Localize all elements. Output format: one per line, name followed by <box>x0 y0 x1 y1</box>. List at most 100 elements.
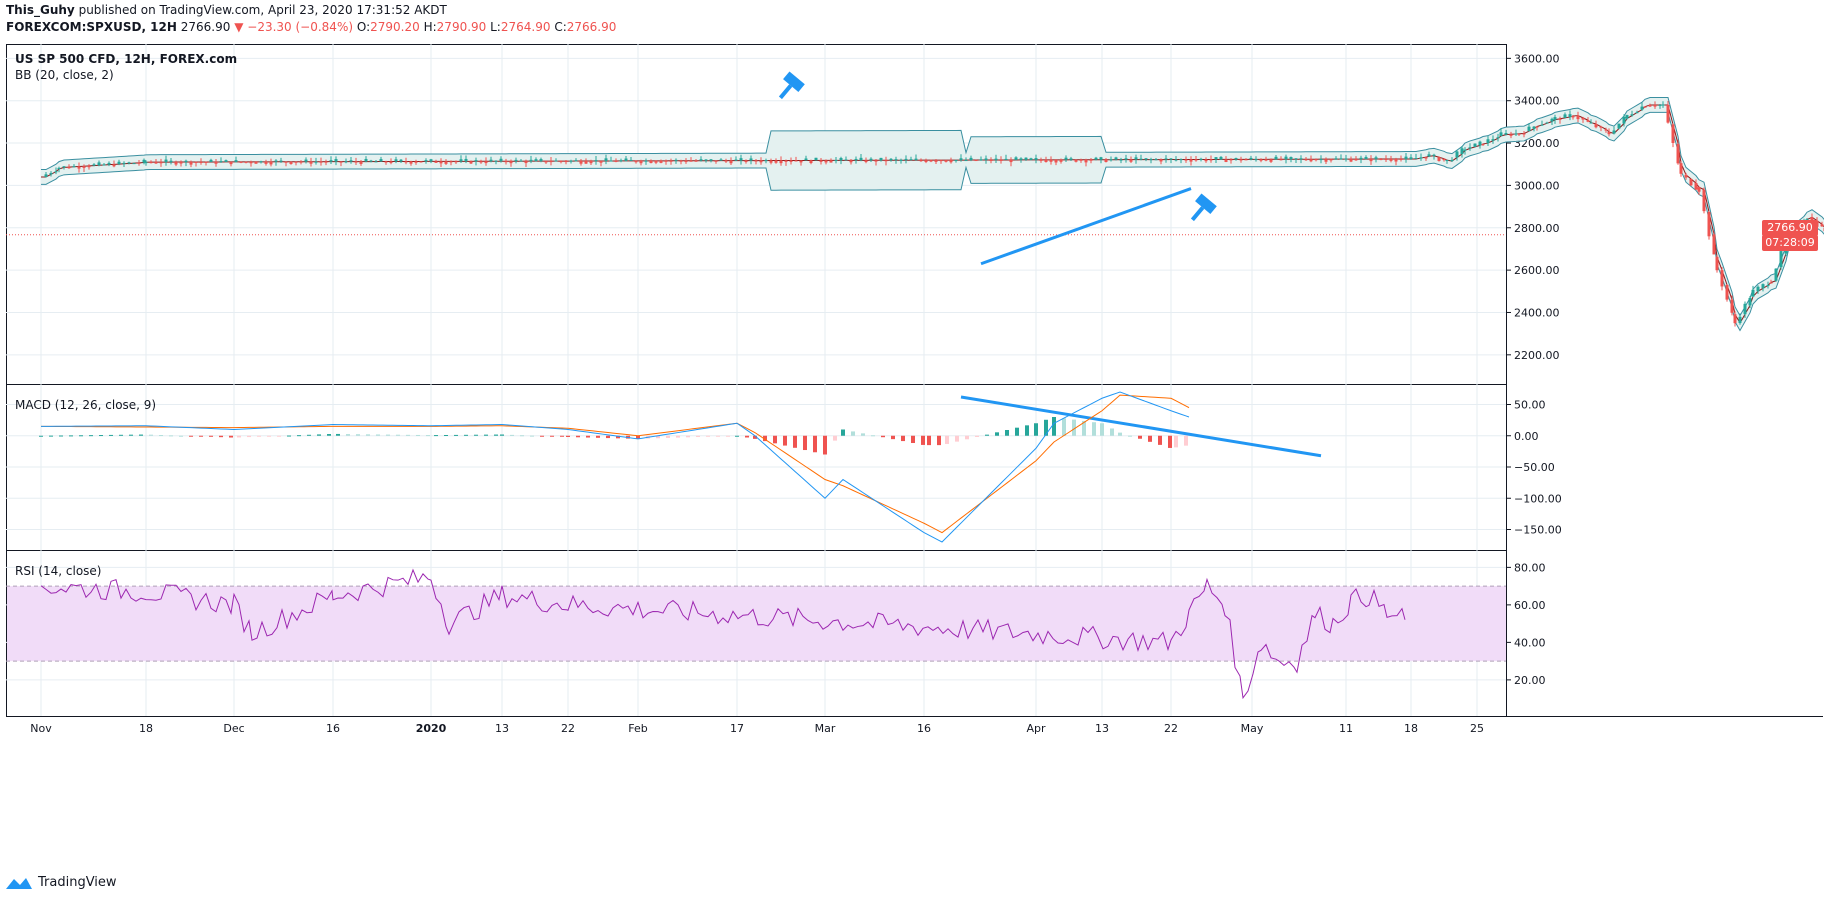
candle-body <box>1244 159 1248 161</box>
open-value: 2790.20 <box>370 20 420 34</box>
macd-histogram-bar <box>247 435 251 438</box>
bb-indicator-label[interactable]: BB (20, close, 2) <box>15 68 114 82</box>
candle-body <box>49 173 53 175</box>
macd-histogram-bar <box>871 435 875 437</box>
candle-body <box>1014 157 1018 160</box>
candle-body <box>344 161 348 163</box>
macd-histogram-bar <box>199 435 203 437</box>
candle-body <box>949 160 953 163</box>
low-label: L: <box>490 20 501 34</box>
candle-body <box>1563 114 1567 118</box>
macd-histogram-bar <box>1062 418 1066 436</box>
macd-histogram-bar <box>666 435 670 438</box>
candle-body <box>699 159 703 161</box>
candle-body <box>62 166 66 168</box>
macd-histogram-bar <box>965 435 969 440</box>
macd-histogram-bar <box>911 435 915 444</box>
macd-histogram-bar <box>1015 427 1019 436</box>
candle-body <box>519 160 523 162</box>
macd-histogram-bar <box>813 435 817 453</box>
macd-histogram-bar <box>735 435 739 437</box>
candle-body <box>259 161 263 163</box>
candle-body <box>1109 159 1113 161</box>
macd-histogram-bar <box>356 434 360 436</box>
candle-body <box>369 160 373 162</box>
macd-histogram-bar <box>586 435 590 438</box>
candle-body <box>1689 178 1693 186</box>
candle-body <box>484 161 488 164</box>
hammer-icon <box>778 71 805 100</box>
candle-body <box>584 161 588 164</box>
macd-histogram-bar <box>376 434 380 436</box>
candle-body <box>1607 131 1611 135</box>
candle-body <box>969 157 973 161</box>
macd-histogram-bar <box>1128 435 1132 437</box>
footer-brand[interactable]: TradingView <box>6 872 117 892</box>
macd-histogram-bar <box>474 434 478 436</box>
candle-body <box>404 161 408 163</box>
candle-body <box>414 161 418 163</box>
candle-body <box>1432 154 1436 156</box>
candle-body <box>1099 157 1103 160</box>
candle-body <box>137 162 141 164</box>
macd-histogram-bar <box>726 435 730 437</box>
candle-body <box>1648 104 1652 107</box>
candle-body <box>474 160 478 162</box>
bb-upper-band <box>41 97 1824 317</box>
rsi-indicator-label[interactable]: RSI (14, close) <box>15 564 102 578</box>
macd-histogram-bar <box>1184 435 1188 446</box>
candle-body <box>589 161 593 164</box>
candle-body <box>54 171 58 173</box>
macd-histogram-bar <box>336 433 340 436</box>
macd-histogram-bar <box>500 434 504 436</box>
candle-body <box>1810 217 1814 221</box>
macd-indicator-label[interactable]: MACD (12, 26, close, 9) <box>15 398 157 412</box>
candle-body <box>204 161 208 163</box>
macd-histogram-bar <box>696 435 700 437</box>
chart-area[interactable]: 3600.00 3400.00 3200.00 3000.00 2800.00 2600.… <box>6 44 1824 854</box>
macd-histogram-bar <box>484 434 488 436</box>
macd-signal-line <box>40 394 1190 534</box>
author-name[interactable]: This_Guhy <box>6 3 75 17</box>
candle-body <box>1419 157 1423 159</box>
candle-body <box>1414 158 1418 160</box>
macd-ytick-label: −50.00 <box>1514 461 1555 474</box>
candle-body <box>199 161 203 163</box>
x-tick-label: 11 <box>1339 722 1353 735</box>
candle-body <box>189 162 193 165</box>
macd-histogram-bar <box>1025 425 1029 436</box>
candle-body <box>359 161 363 164</box>
candle-body <box>324 161 328 163</box>
open-label: O: <box>356 20 371 34</box>
macd-histogram-bar <box>79 435 83 437</box>
candle-body <box>669 160 673 162</box>
candle-body <box>294 161 298 163</box>
candle-body <box>1239 159 1243 161</box>
candle-body <box>1309 159 1313 162</box>
price-ytick-label: 2800.00 <box>1514 222 1560 235</box>
rsi-line <box>40 568 1406 700</box>
candle-body <box>874 160 878 162</box>
macd-histogram-bar <box>49 435 53 437</box>
candle-body <box>704 159 708 161</box>
candle-body <box>634 160 638 163</box>
macd-histogram-bar <box>237 435 241 438</box>
candle-body <box>1599 126 1603 128</box>
macd-histogram-bar <box>396 434 400 436</box>
candle-body <box>1625 115 1629 119</box>
candle-body <box>219 161 223 163</box>
candle-body <box>674 159 678 161</box>
chart-canvas[interactable]: 3600.003400.003200.003000.002800.002600.… <box>6 44 1824 854</box>
candle-body <box>654 160 658 163</box>
candle-body <box>1725 284 1729 300</box>
candle-body <box>87 165 91 168</box>
x-tick-label: 16 <box>917 722 931 735</box>
candle-body <box>169 160 173 163</box>
x-tick-label: Dec <box>223 722 244 735</box>
x-tick-label: Mar <box>815 722 836 735</box>
candle-body <box>939 160 943 162</box>
macd-histogram-bar <box>434 435 438 437</box>
candle-body <box>559 161 563 163</box>
macd-histogram-bar <box>307 434 311 436</box>
macd-histogram-bar <box>454 434 458 436</box>
